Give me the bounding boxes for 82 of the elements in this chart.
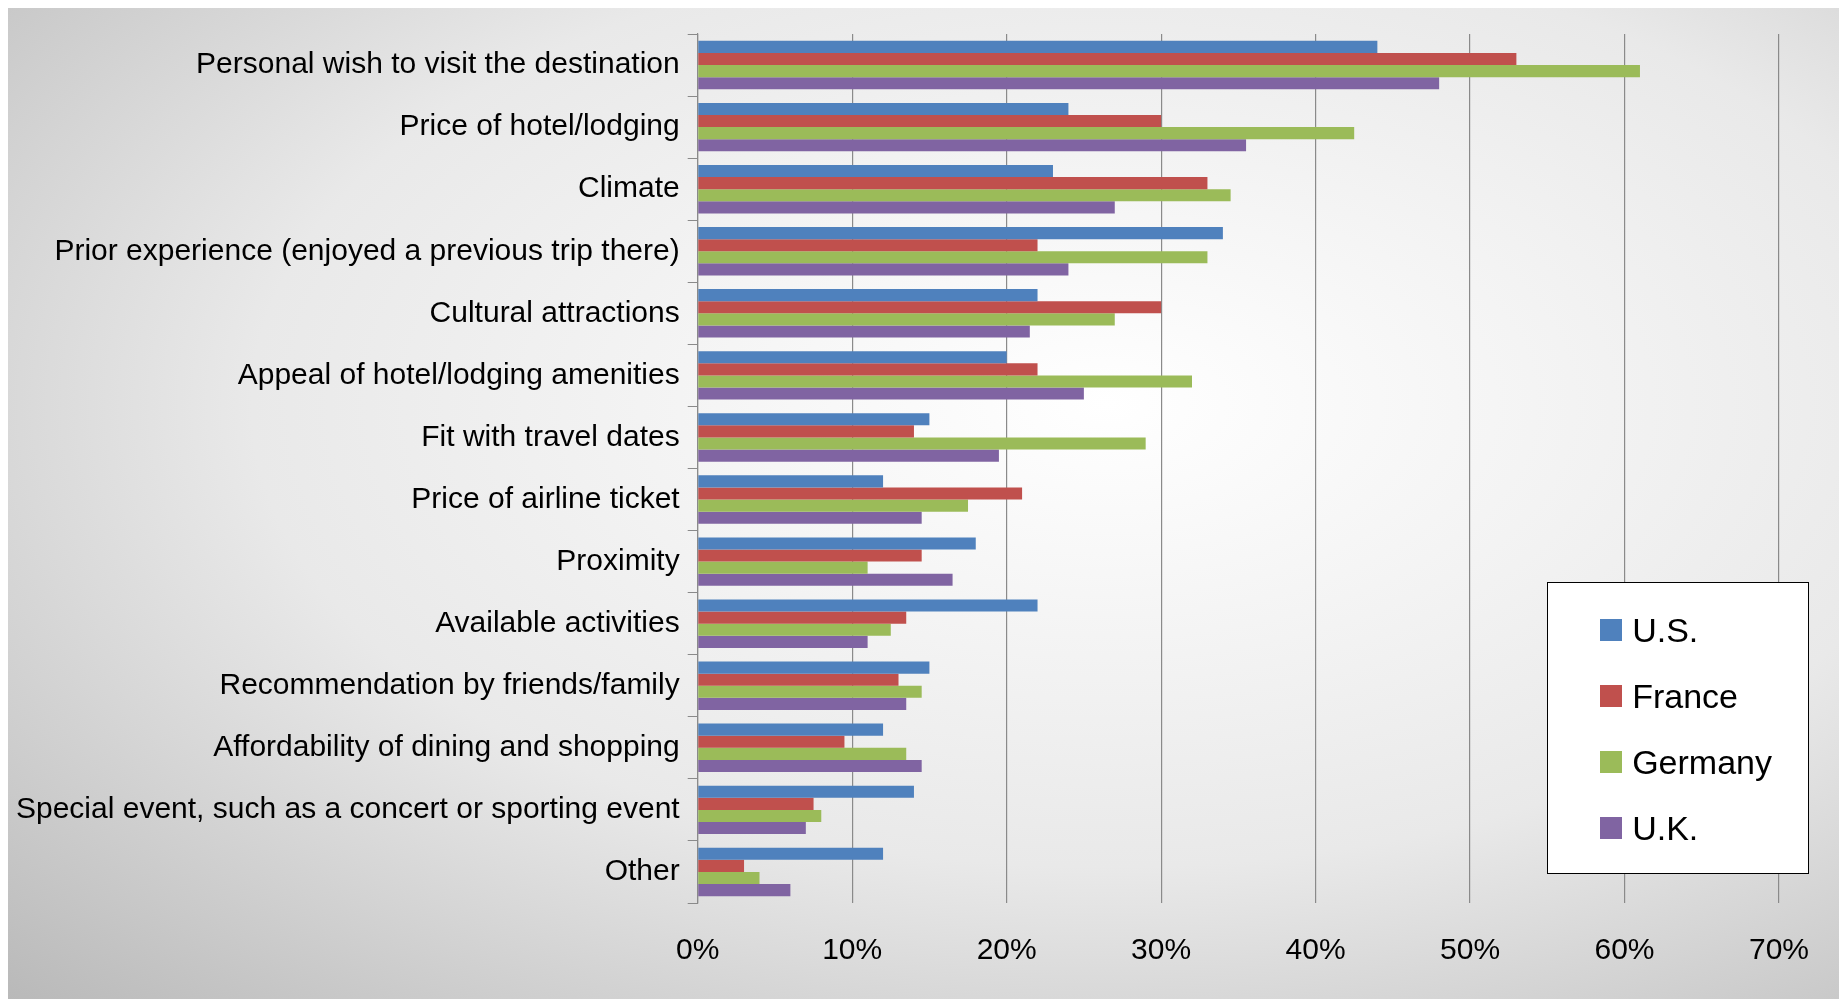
bar [698,537,976,550]
bar [698,599,1038,612]
bar [698,697,907,710]
bar [698,425,914,438]
y-tick-label: Climate [578,170,680,204]
bar [698,785,914,798]
y-tick-label: Personal wish to visit the destination [196,46,680,80]
x-tick-label: 50% [1440,932,1501,966]
bar [698,201,1115,214]
bar [698,139,1247,152]
bar [698,759,922,773]
legend-label: U.K. [1632,808,1699,848]
bar [698,52,1517,66]
bar [698,847,884,860]
bar [698,822,806,835]
bar [698,177,1208,190]
bar [698,623,891,636]
x-tick-label: 0% [676,932,720,966]
bar [698,127,1355,140]
bar [698,375,1192,388]
bar [698,561,868,574]
bar [698,487,1023,500]
y-tick-label: Fit with travel dates [421,418,680,452]
bar [698,77,1440,90]
bar [698,499,969,512]
y-tick-label: Other [604,853,680,887]
legend-label: Germany [1632,742,1772,782]
bar [698,859,745,872]
legend-label: France [1632,676,1738,716]
bar [698,289,1038,302]
bar [698,239,1038,252]
bar [698,685,922,698]
bar [698,189,1231,202]
y-tick-label: Price of airline ticket [411,480,681,514]
bar [698,301,1162,314]
bar [698,449,999,462]
bar [698,164,1053,178]
x-tick-label: 10% [822,932,883,966]
y-tick-label: Available activities [435,604,680,638]
y-tick-label: Recommendation by friends/family [219,667,680,701]
bar [698,661,930,674]
bar [698,635,868,648]
bar [698,65,1640,78]
bar [698,747,907,760]
bar [698,437,1146,450]
bar [698,797,814,810]
bar [698,735,845,748]
bar [698,351,1007,364]
y-tick-label: Special event, such as a concert or sporting event [15,791,681,825]
bar [698,809,822,822]
bar [698,40,1378,53]
y-tick-label: Affordability of dining and shopping [213,729,680,763]
y-tick-label: Proximity [556,542,680,576]
bar [698,363,1038,376]
bar [698,549,922,562]
bar [698,511,922,524]
bar [698,611,907,624]
bar [698,475,884,488]
bar [698,313,1115,326]
x-tick-label: 30% [1131,932,1192,966]
bar [698,325,1030,338]
x-tick-label: 40% [1285,932,1346,966]
bar [698,263,1069,276]
x-tick-label: 70% [1748,932,1809,966]
bar [698,723,884,736]
bar [698,413,930,426]
legend-label: U.S. [1632,610,1699,650]
x-tick-label: 20% [976,932,1037,966]
y-tick-label: Cultural attractions [429,294,680,328]
bar [698,227,1223,240]
bar [698,673,899,686]
x-tick-label: 60% [1594,932,1655,966]
y-tick-label: Prior experience (enjoyed a previous trip there) [54,232,680,266]
y-tick-label: Price of hotel/lodging [399,108,680,142]
bar [698,251,1208,264]
bar [698,387,1084,400]
bar [698,573,953,586]
bar [698,115,1162,128]
y-tick-label: Appeal of hotel/lodging amenities [237,356,680,390]
bar [698,871,760,885]
bar [698,102,1069,115]
bar [698,884,791,897]
